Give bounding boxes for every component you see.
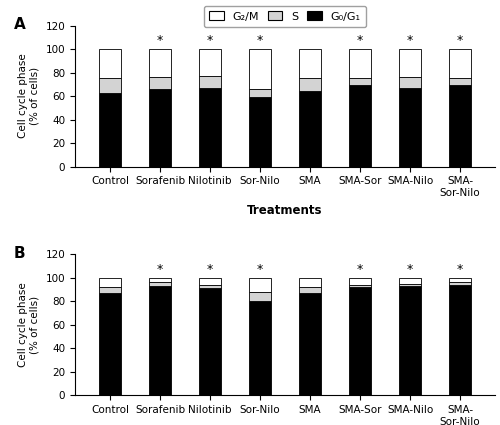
Bar (99, 293, 121, 395)
Bar (249, 301, 271, 395)
Text: *: * (357, 34, 363, 47)
Bar (149, 278, 171, 282)
Bar (349, 278, 371, 285)
Text: *: * (407, 263, 413, 276)
Bar (349, 285, 371, 287)
Bar (99, 79, 121, 93)
Bar (249, 278, 271, 292)
Text: *: * (407, 34, 413, 47)
Bar (449, 285, 471, 395)
Bar (449, 79, 471, 85)
Bar (399, 88, 421, 167)
Bar (249, 292, 271, 301)
Bar (399, 49, 421, 77)
Bar (399, 286, 421, 395)
Bar (249, 89, 271, 97)
Text: *: * (207, 34, 213, 47)
Text: *: * (257, 34, 263, 47)
Bar (449, 85, 471, 167)
Bar (99, 278, 121, 287)
Bar (299, 287, 321, 293)
Y-axis label: Cell cycle phase
(% of cells): Cell cycle phase (% of cells) (18, 54, 40, 139)
Bar (249, 49, 271, 89)
Bar (199, 285, 221, 288)
Bar (249, 97, 271, 167)
Bar (149, 282, 171, 286)
Bar (299, 79, 321, 91)
Bar (399, 77, 421, 88)
Y-axis label: Cell cycle phase
(% of cells): Cell cycle phase (% of cells) (18, 282, 40, 367)
Legend: G₂/M, S, G₀/G₁: G₂/M, S, G₀/G₁ (204, 6, 366, 27)
Bar (399, 283, 421, 286)
Text: *: * (257, 263, 263, 276)
Bar (199, 278, 221, 285)
Bar (449, 278, 471, 282)
Bar (299, 293, 321, 395)
Bar (299, 91, 321, 167)
Text: *: * (357, 263, 363, 276)
Bar (399, 278, 421, 283)
Bar (449, 49, 471, 79)
Bar (349, 49, 371, 79)
Bar (349, 287, 371, 395)
Bar (99, 93, 121, 167)
Bar (199, 88, 221, 167)
Bar (99, 287, 121, 293)
Bar (149, 286, 171, 395)
Bar (199, 76, 221, 88)
Bar (149, 89, 171, 167)
Bar (199, 288, 221, 395)
Text: *: * (457, 34, 463, 47)
Bar (449, 282, 471, 285)
Text: *: * (157, 263, 163, 276)
X-axis label: Treatments: Treatments (247, 204, 323, 216)
Bar (299, 278, 321, 287)
Text: *: * (457, 263, 463, 276)
Bar (99, 49, 121, 79)
Bar (199, 49, 221, 76)
Text: A: A (14, 17, 26, 32)
Text: *: * (207, 263, 213, 276)
Bar (149, 77, 171, 89)
Bar (299, 49, 321, 79)
Bar (149, 49, 171, 77)
Text: *: * (157, 34, 163, 47)
Bar (349, 79, 371, 85)
Text: B: B (14, 246, 26, 261)
Bar (349, 85, 371, 167)
